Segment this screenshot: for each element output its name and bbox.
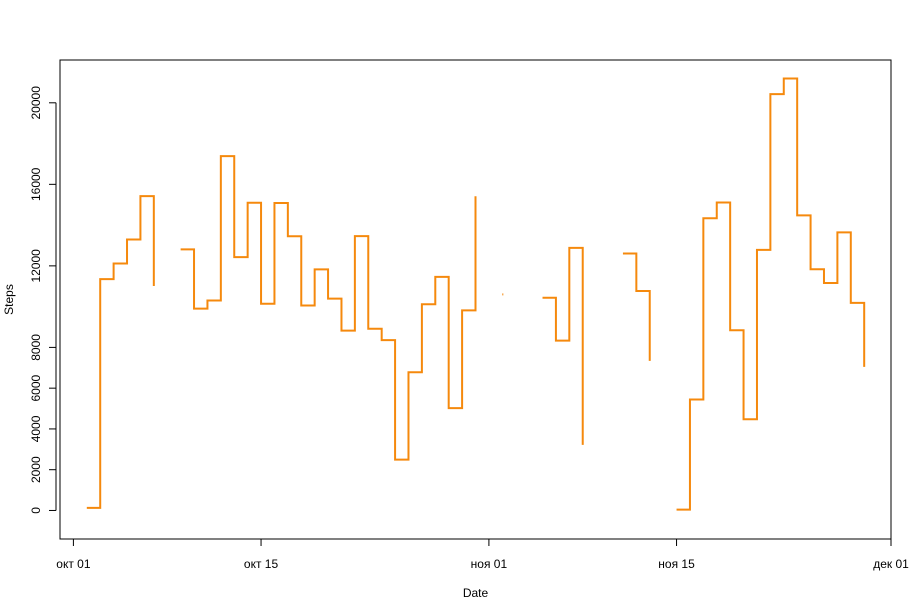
x-tick-label: дек 01 — [873, 557, 909, 571]
y-axis: 0 2000 4000 6000 8000 12000 16000 20000 — [29, 86, 57, 514]
x-tick-label: ноя 01 — [471, 557, 508, 571]
y-axis-title: Steps — [2, 284, 16, 315]
series-line-segment — [622, 252, 651, 361]
x-tick-label: ноя 15 — [658, 557, 695, 571]
y-tick-label: 20000 — [29, 86, 43, 120]
series-line-segment — [86, 195, 155, 509]
series-line-segment — [180, 155, 477, 461]
y-tick-label: 12000 — [29, 249, 43, 283]
x-tick-label: окт 15 — [244, 557, 279, 571]
y-tick-label: 6000 — [29, 374, 43, 401]
y-tick-label: 4000 — [29, 415, 43, 442]
y-tick-label: 8000 — [29, 334, 43, 361]
series-line-segment — [542, 246, 584, 445]
series-layer — [86, 77, 866, 511]
y-tick-label: 16000 — [29, 167, 43, 201]
y-tick-label: 2000 — [29, 456, 43, 483]
x-axis: окт 01 окт 15 ноя 01 ноя 15 дек 01 — [56, 538, 909, 571]
series-line-segment — [676, 77, 866, 511]
x-axis-title: Date — [463, 586, 489, 600]
y-tick-label: 0 — [29, 507, 43, 514]
x-tick-label: окт 01 — [56, 557, 91, 571]
